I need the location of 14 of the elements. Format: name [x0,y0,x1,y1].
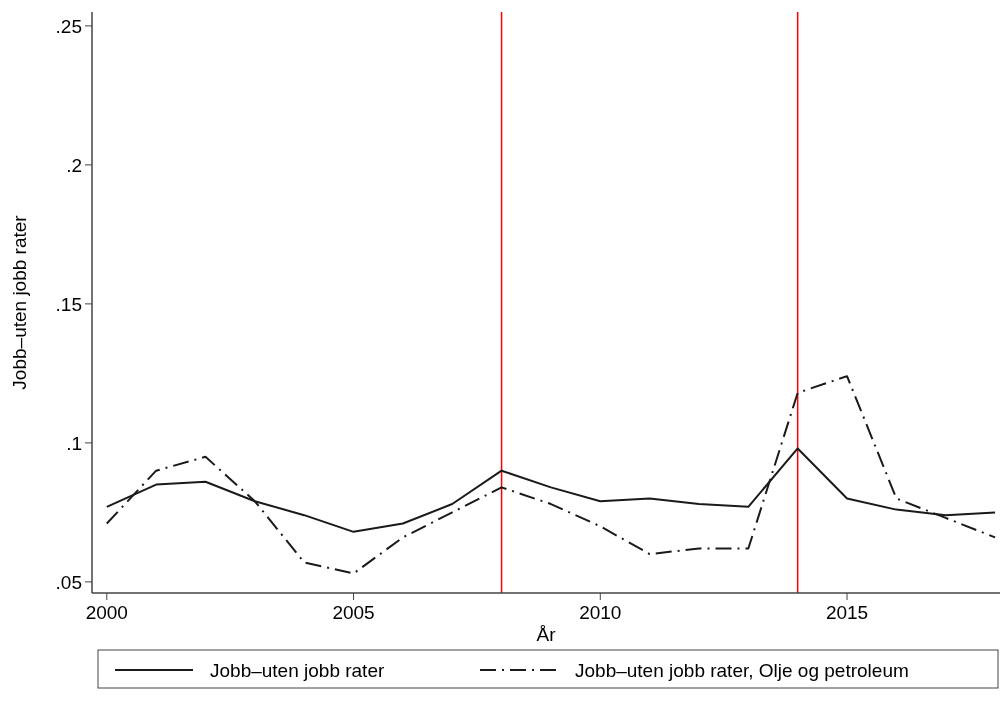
y-tick-label: .05 [55,571,82,593]
x-tick-label: 2005 [332,602,375,623]
x-axis-title: År [536,624,557,645]
legend-label: Jobb–uten jobb rater, Olje og petroleum [575,659,909,681]
x-tick-label: 2010 [579,602,622,623]
y-tick-label: .2 [66,154,82,176]
x-tick-label: 2000 [85,602,128,623]
y-tick-label: .1 [66,432,82,454]
y-axis-title: Jobb–uten jobb rater [9,214,30,390]
x-tick-label: 2015 [825,602,869,623]
y-tick-label: .15 [55,293,82,315]
line-series [105,375,997,575]
y-tick-label: .25 [55,15,82,37]
legend-label: Jobb–uten jobb rater [210,659,385,681]
